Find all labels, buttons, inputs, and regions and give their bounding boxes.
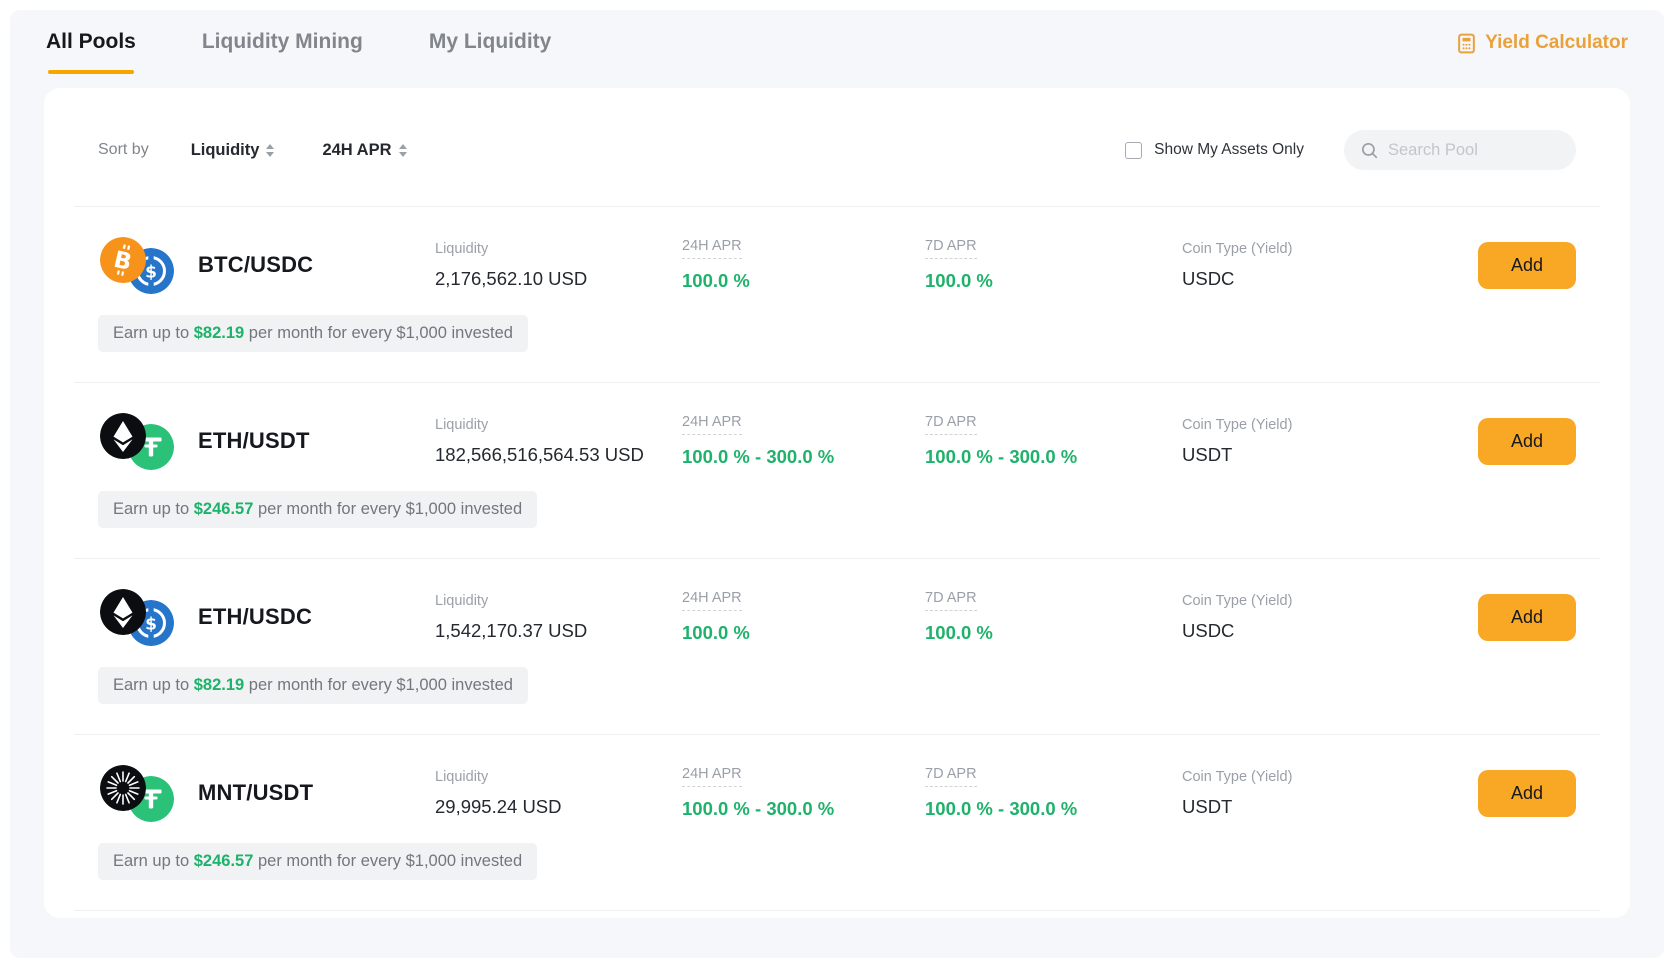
add-liquidity-button[interactable]: Add [1477,769,1576,817]
apr-24h-value: 100.0 % - 300.0 % [682,446,835,467]
eth-icon [100,589,146,635]
liquidity-value: 2,176,562.10 USD [435,267,588,289]
coin-type-column-label: Coin Type (Yield) [1182,592,1293,609]
liquidity-value: 182,566,516,564.53 USD [435,443,644,465]
show-my-assets-label: Show My Assets Only [1154,141,1304,158]
earn-amount: $82.19 [193,324,245,342]
coin-type-value: USDT [1182,443,1233,465]
apr-7d-value: 100.0 % - 300.0 % [925,446,1078,467]
sort-option-24h-apr[interactable]: 24H APR [322,140,407,160]
earn-suffix: per month for every $1,000 invested [253,500,523,518]
earn-suffix: per month for every $1,000 invested [244,324,513,342]
calculator-icon [1456,33,1477,54]
apr-7d-value: 100.0 % - 300.0 % [925,798,1078,819]
sort-option-liquidity-label: Liquidity [190,140,260,159]
search-icon [1360,141,1379,160]
pools-card: Sort by Liquidity 24H APR Show My Assets… [44,88,1630,918]
mnt-icon [100,765,146,811]
add-liquidity-button[interactable]: Add [1477,417,1576,465]
liquidity-value: 1,542,170.37 USD [435,619,588,641]
apr-24h-column-label: 24H APR [682,414,742,435]
apr-24h-column-label: 24H APR [682,766,742,787]
pair-name: BTC/USDC [198,252,314,277]
search-pool-input[interactable] [1388,140,1560,160]
sort-arrows-icon [398,143,407,157]
coin-type-value: USDC [1182,267,1235,289]
earn-prefix: Earn up to [113,676,194,694]
toolbar: Sort by Liquidity 24H APR Show My Assets… [74,88,1600,207]
pair-icon-stack [98,587,178,647]
apr-7d-column-label: 7D APR [925,238,977,259]
search-pool-box[interactable] [1344,130,1576,170]
sort-option-liquidity[interactable]: Liquidity [191,141,275,160]
show-my-assets-toggle[interactable]: Show My Assets Only [1125,141,1304,159]
apr-24h-column-label: 24H APR [682,590,742,611]
yield-calculator-label: Yield Calculator [1485,32,1628,53]
earn-suffix: per month for every $1,000 invested [253,852,523,870]
earn-amount: $246.57 [193,500,254,518]
apr-7d-column-label: 7D APR [925,590,977,611]
earn-estimate-banner: Earn up to $246.57 per month for every $… [98,491,538,528]
add-liquidity-button[interactable]: Add [1477,241,1576,289]
earn-estimate-banner: Earn up to $82.19 per month for every $1… [98,315,528,352]
earn-estimate-banner: Earn up to $82.19 per month for every $1… [98,667,528,704]
apr-24h-value: 100.0 % [682,270,750,291]
coin-type-value: USDT [1182,795,1233,817]
eth-icon [100,413,146,459]
add-liquidity-button[interactable]: Add [1477,593,1576,641]
apr-24h-value: 100.0 % [682,622,750,643]
page-background: All Pools Liquidity Mining My Liquidity … [10,10,1664,958]
earn-estimate-banner: Earn up to $246.57 per month for every $… [98,843,538,880]
earn-suffix: per month for every $1,000 invested [244,676,513,694]
liquidity-column-label: Liquidity [435,240,489,257]
apr-24h-column-label: 24H APR [682,238,742,259]
earn-prefix: Earn up to [113,500,194,518]
liquidity-column-label: Liquidity [435,416,489,433]
pool-row-btc-usdc: BTC/USDC Liquidity 2,176,562.10 USD 24H … [74,207,1600,383]
pair-name: ETH/USDC [198,604,313,629]
show-my-assets-checkbox[interactable] [1125,141,1143,159]
liquidity-column-label: Liquidity [435,768,489,785]
earn-amount: $82.19 [193,676,245,694]
tab-all-pools[interactable]: All Pools [46,30,136,74]
apr-7d-column-label: 7D APR [925,414,977,435]
coin-type-value: USDC [1182,619,1235,641]
pair-icon-stack [98,763,178,823]
earn-prefix: Earn up to [113,324,194,342]
yield-calculator-link[interactable]: Yield Calculator [1456,30,1628,54]
coin-type-column-label: Coin Type (Yield) [1182,768,1293,785]
pool-row-eth-usdc: ETH/USDC Liquidity 1,542,170.37 USD 24H … [74,559,1600,735]
sort-arrows-icon [266,143,275,157]
pair-icon-stack [98,235,178,295]
liquidity-value: 29,995.24 USD [435,795,562,817]
coin-type-column-label: Coin Type (Yield) [1182,240,1293,257]
coin-type-column-label: Coin Type (Yield) [1182,416,1293,433]
tab-liquidity-mining[interactable]: Liquidity Mining [201,30,363,53]
apr-7d-column-label: 7D APR [925,766,977,787]
pool-row-mnt-usdt: MNT/USDT Liquidity 29,995.24 USD 24H APR… [74,735,1600,911]
next-row-cutoff [74,911,1600,918]
sort-option-24h-apr-label: 24H APR [322,140,392,159]
apr-24h-value: 100.0 % - 300.0 % [682,798,835,819]
btc-icon [100,237,146,283]
earn-amount: $246.57 [193,852,254,870]
liquidity-column-label: Liquidity [435,592,489,609]
pool-row-eth-usdt: ETH/USDT Liquidity 182,566,516,564.53 US… [74,383,1600,559]
apr-7d-value: 100.0 % [925,622,993,643]
pair-icon-stack [98,411,178,471]
apr-7d-value: 100.0 % [925,270,993,291]
pair-name: ETH/USDT [198,428,310,453]
tab-my-liquidity[interactable]: My Liquidity [428,30,552,53]
tabs-bar: All Pools Liquidity Mining My Liquidity … [10,10,1664,74]
sort-by-label: Sort by [98,141,149,158]
pair-name: MNT/USDT [198,780,314,805]
earn-prefix: Earn up to [113,852,194,870]
